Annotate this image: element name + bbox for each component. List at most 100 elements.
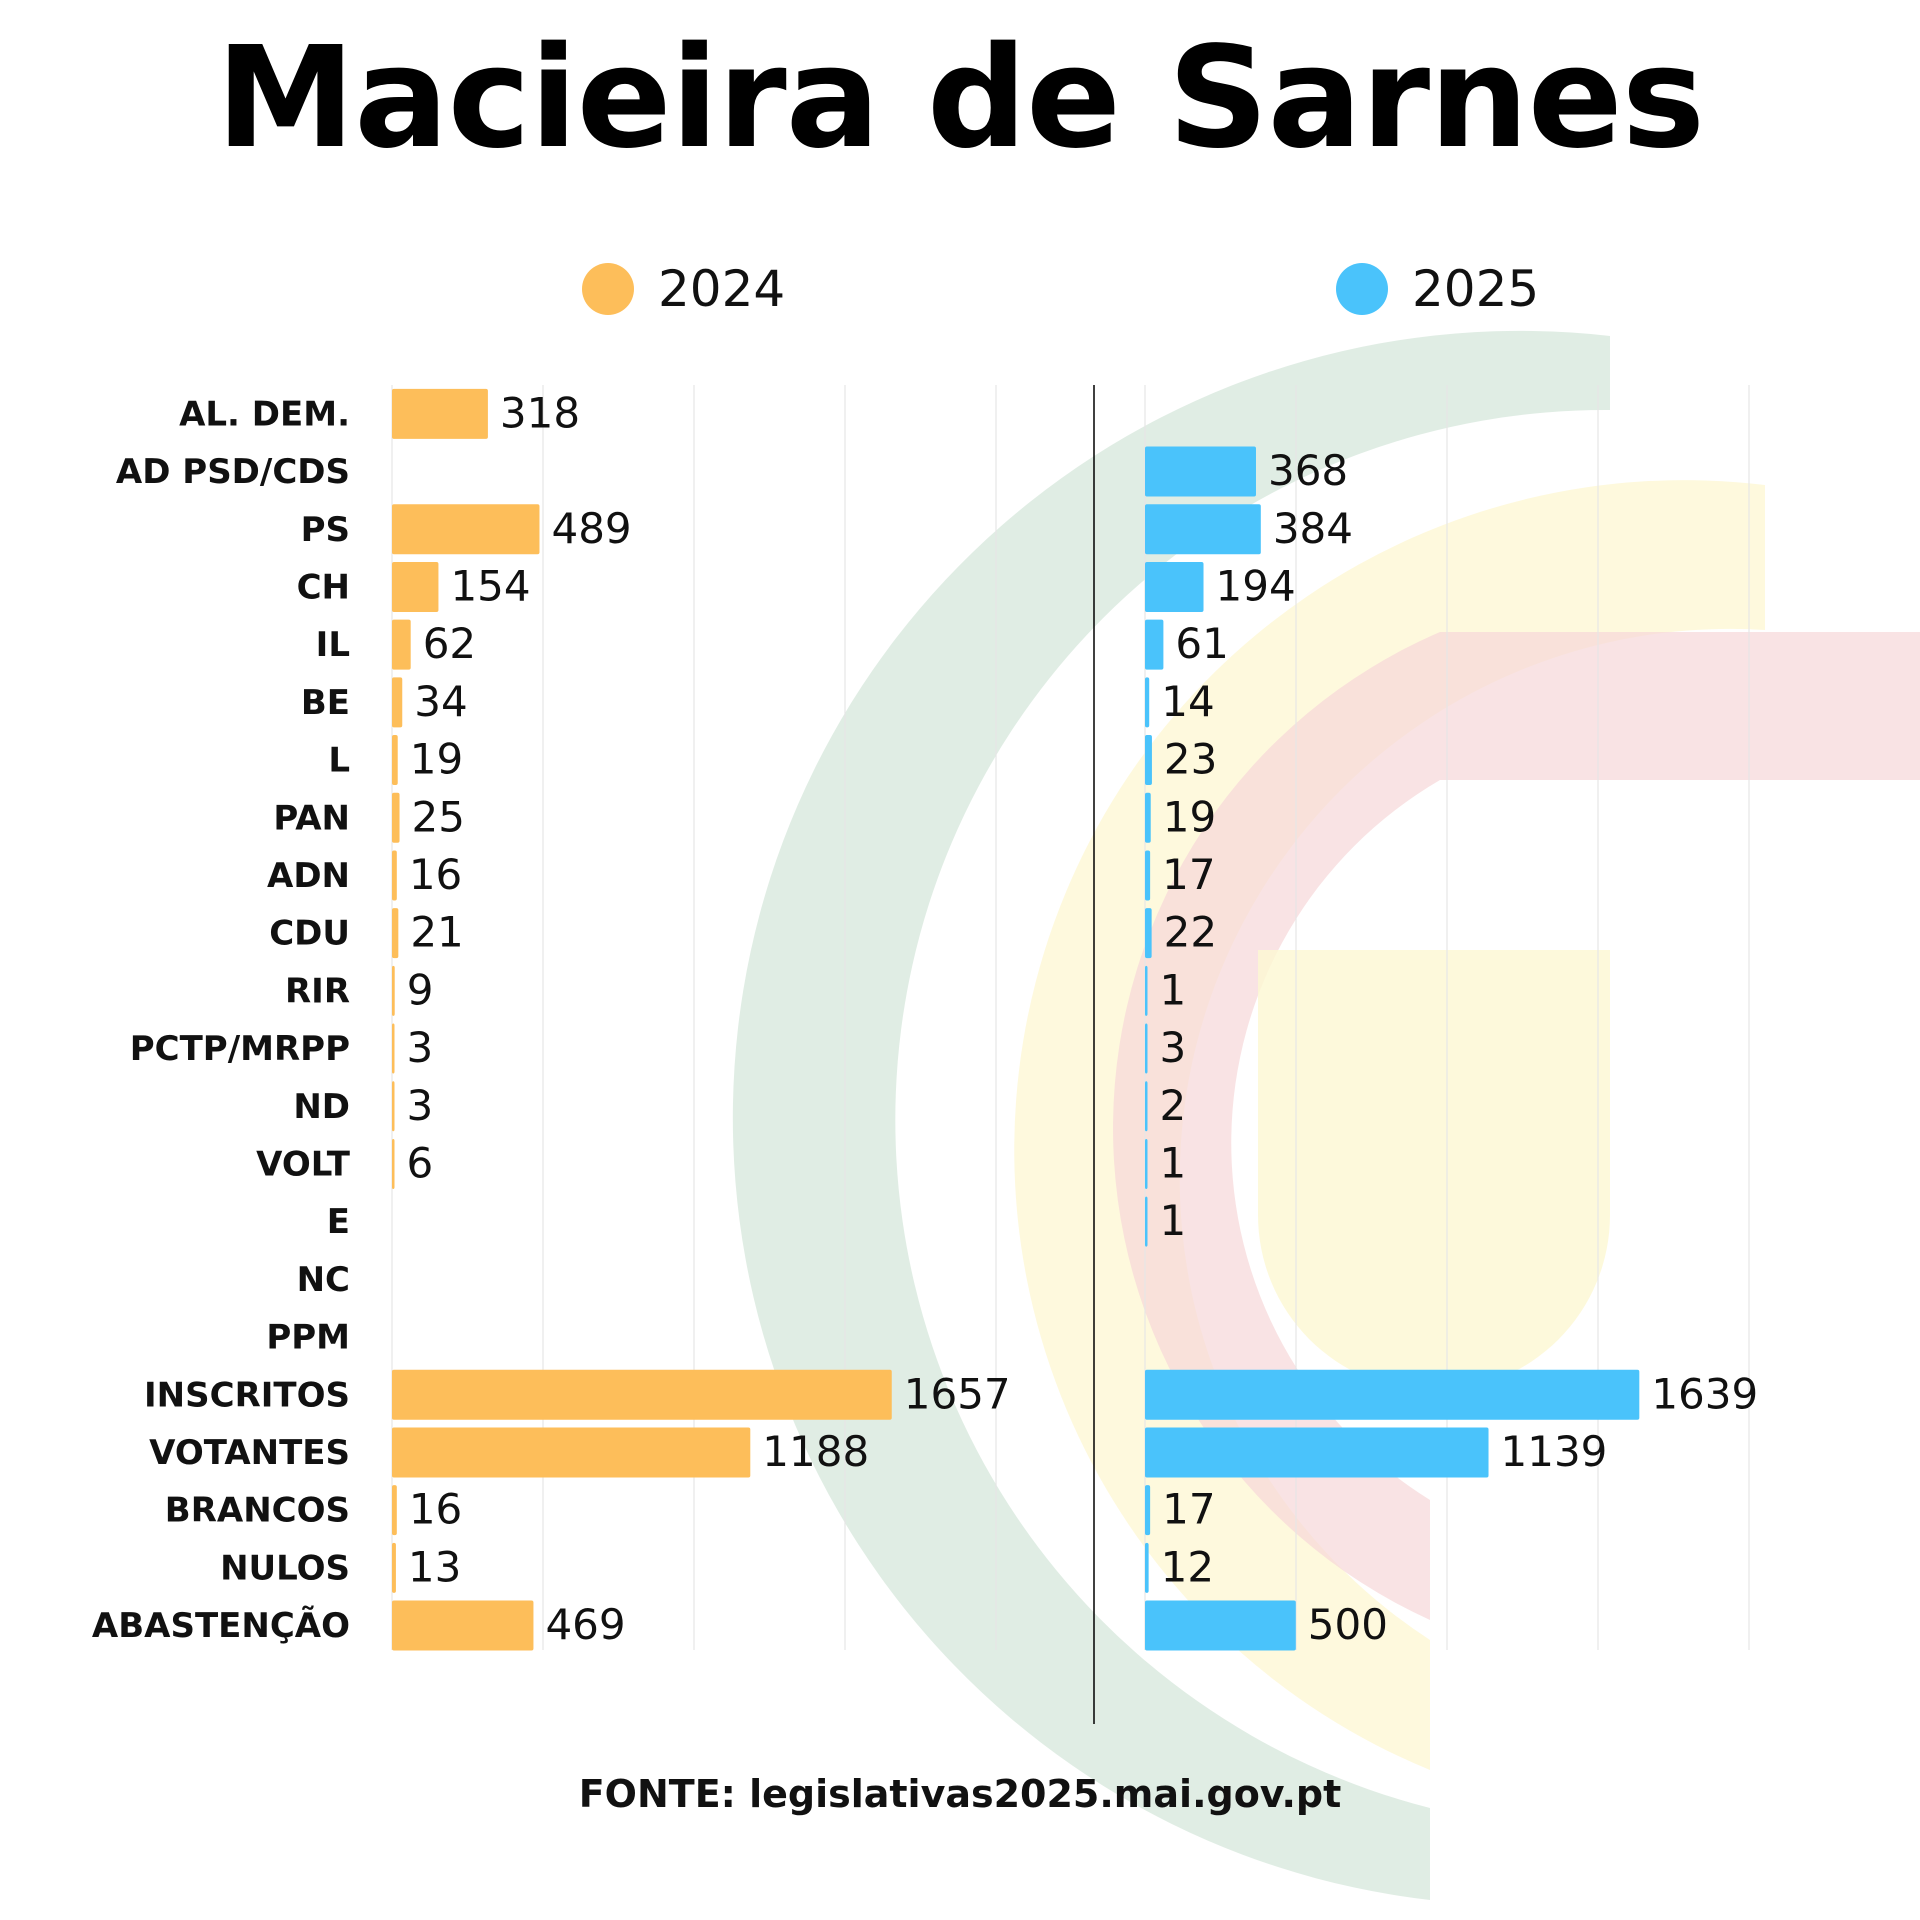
- bar-2024: [392, 908, 399, 959]
- chart-title: Macieira de Sarnes: [215, 17, 1705, 180]
- value-label-2024: 1657: [904, 1369, 1011, 1418]
- value-label-2024: 16: [409, 850, 462, 899]
- bar-2024: [392, 561, 439, 612]
- bar-2024: [392, 677, 403, 728]
- value-label-2024: 34: [414, 677, 467, 726]
- value-label-2025: 17: [1162, 1485, 1215, 1534]
- bar-2024: [392, 792, 400, 843]
- value-label-2025: 61: [1175, 619, 1228, 668]
- value-label-2024: 6: [407, 1138, 434, 1187]
- bar-2024: [392, 504, 540, 555]
- bar-2025: [1145, 850, 1151, 901]
- value-label-2025: 368: [1268, 446, 1348, 495]
- source-note: FONTE: legislativas2025.mai.gov.pt: [578, 1772, 1342, 1816]
- bar-2025: [1145, 1600, 1296, 1651]
- value-label-2025: 1: [1160, 1196, 1187, 1245]
- bar-2025: [1145, 735, 1152, 786]
- bar-2025: [1145, 619, 1164, 670]
- value-label-2025: 1139: [1501, 1427, 1608, 1476]
- category-label: BRANCOS: [165, 1491, 350, 1531]
- value-label-2025: 1: [1160, 1138, 1187, 1187]
- legend-label-2025: 2025: [1412, 260, 1540, 318]
- category-label: NULOS: [220, 1548, 350, 1588]
- legend-dot-2025-icon: [1336, 263, 1388, 315]
- category-label: BE: [301, 683, 350, 723]
- category-label: VOTANTES: [149, 1433, 350, 1473]
- category-label: E: [327, 1202, 350, 1242]
- value-label-2025: 384: [1273, 504, 1353, 553]
- legend-label-2024: 2024: [658, 260, 786, 318]
- bar-2025: [1145, 1196, 1148, 1247]
- bar-2025: [1145, 1138, 1148, 1189]
- value-label-2025: 23: [1164, 735, 1217, 784]
- category-label: CH: [297, 567, 350, 607]
- bar-2025: [1145, 1369, 1640, 1420]
- bar-2024: [392, 619, 411, 670]
- bar-2024: [392, 1485, 397, 1536]
- bar-2025: [1145, 908, 1152, 959]
- legend-dot-2024-icon: [582, 263, 634, 315]
- value-label-2024: 469: [545, 1600, 625, 1649]
- bar-2025: [1145, 677, 1150, 728]
- value-label-2024: 25: [412, 792, 465, 841]
- value-label-2025: 22: [1164, 908, 1217, 957]
- value-label-2025: 12: [1161, 1542, 1214, 1591]
- category-label: ADN: [267, 856, 350, 896]
- category-label: AL. DEM.: [179, 394, 350, 434]
- bar-2024: [392, 735, 398, 786]
- value-label-2025: 500: [1308, 1600, 1388, 1649]
- category-label: ND: [293, 1087, 350, 1127]
- bar-2024: [392, 1600, 534, 1651]
- value-label-2024: 16: [409, 1485, 462, 1534]
- bar-2025: [1145, 1023, 1148, 1074]
- value-label-2024: 62: [423, 619, 476, 668]
- value-label-2025: 14: [1161, 677, 1214, 726]
- bar-2025: [1145, 965, 1148, 1016]
- value-label-2024: 3: [407, 1023, 434, 1072]
- bar-2024: [392, 1081, 395, 1132]
- bar-2024: [392, 1427, 751, 1478]
- category-label: IL: [316, 625, 350, 665]
- category-label: VOLT: [256, 1144, 351, 1184]
- category-label: PS: [301, 510, 350, 550]
- value-label-2025: 1: [1160, 965, 1187, 1014]
- bar-2024: [392, 850, 397, 901]
- category-label: PAN: [273, 798, 350, 838]
- value-label-2025: 17: [1162, 850, 1215, 899]
- bar-2025: [1145, 792, 1151, 843]
- bar-2024: [392, 965, 395, 1016]
- value-label-2025: 2: [1160, 1081, 1187, 1130]
- legend-item-2024: 2024: [582, 260, 786, 318]
- value-label-2024: 1188: [762, 1427, 869, 1476]
- value-label-2024: 489: [551, 504, 631, 553]
- bar-2025: [1145, 446, 1256, 497]
- bar-2025: [1145, 504, 1261, 555]
- value-label-2025: 1639: [1651, 1369, 1758, 1418]
- bar-2025: [1145, 1542, 1149, 1593]
- value-label-2024: 13: [408, 1542, 461, 1591]
- category-label: ABASTENÇÃO: [92, 1605, 350, 1646]
- category-label: PCTP/MRPP: [130, 1029, 350, 1069]
- category-label: PPM: [266, 1318, 350, 1358]
- bar-2024: [392, 388, 488, 439]
- value-label-2025: 3: [1160, 1023, 1187, 1072]
- category-label: RIR: [285, 971, 350, 1011]
- legend-item-2025: 2025: [1336, 260, 1540, 318]
- value-label-2024: 318: [500, 388, 580, 437]
- bar-2025: [1145, 561, 1204, 612]
- value-label-2025: 194: [1216, 561, 1296, 610]
- bar-2025: [1145, 1427, 1489, 1478]
- value-label-2025: 19: [1163, 792, 1216, 841]
- value-label-2024: 3: [407, 1081, 434, 1130]
- category-label: NC: [297, 1260, 350, 1300]
- value-label-2024: 154: [450, 561, 530, 610]
- value-label-2024: 21: [410, 908, 463, 957]
- bar-2024: [392, 1138, 395, 1189]
- category-label: AD PSD/CDS: [116, 452, 350, 492]
- category-label: INSCRITOS: [144, 1375, 350, 1415]
- bar-2024: [392, 1542, 396, 1593]
- bar-2024: [392, 1023, 395, 1074]
- category-label: L: [328, 741, 350, 781]
- value-label-2024: 9: [407, 965, 434, 1014]
- bar-2025: [1145, 1485, 1151, 1536]
